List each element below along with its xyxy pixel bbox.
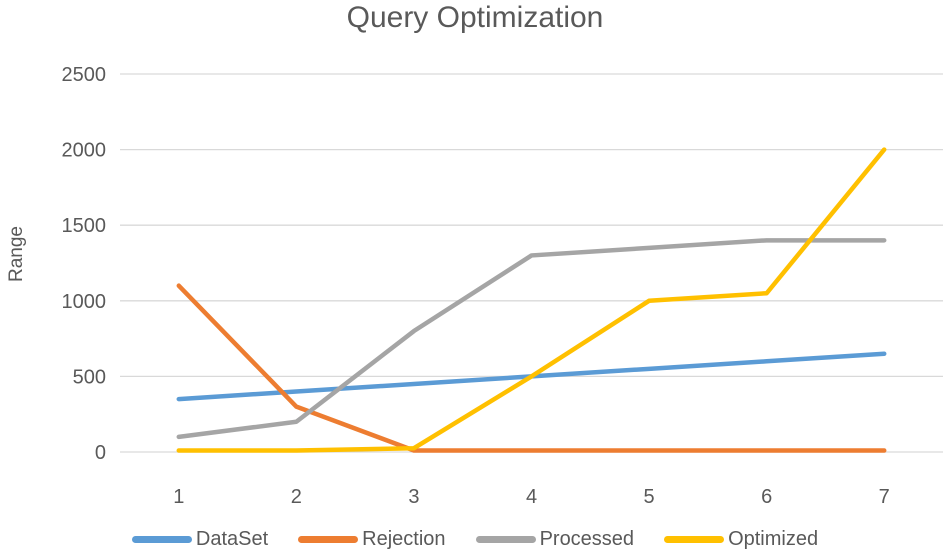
series-line-processed [176, 238, 887, 440]
x-tick-label-7: 7 [879, 486, 890, 508]
chart-title: Query Optimization [346, 1, 604, 34]
legend-item-optimized: Optimized [664, 529, 818, 549]
legend-label-dataset: DataSet [195, 528, 269, 550]
x-tick-label-4: 4 [526, 486, 537, 508]
x-tick-label-3: 3 [408, 486, 419, 508]
y-tick-label-0: 0 [95, 442, 106, 464]
y-tick-label-500: 500 [73, 366, 106, 388]
x-tick-label-2: 2 [291, 486, 302, 508]
x-tick-label-1: 1 [173, 486, 184, 508]
y-tick-label-2500: 2500 [62, 64, 107, 86]
y-tick-label-1000: 1000 [62, 291, 107, 313]
legend-marker-rejection [298, 535, 359, 543]
legend-marker-optimized [664, 535, 725, 543]
legend-label-optimized: Optimized [728, 528, 819, 550]
y-tick-label-1500: 1500 [62, 215, 107, 237]
legend: DataSet Rejection Processed Optimized [0, 523, 950, 555]
y-tick-label-2000: 2000 [62, 140, 107, 162]
legend-item-rejection: Rejection [298, 528, 446, 550]
legend-label-processed: Processed [539, 528, 635, 550]
series-line-rejection [176, 283, 887, 453]
x-tick-label-6: 6 [761, 486, 772, 508]
x-tick-label-5: 5 [644, 486, 655, 508]
series-line-optimized [176, 147, 887, 453]
legend-marker-dataset [131, 535, 192, 543]
legend-marker-processed [475, 535, 536, 543]
legend-label-rejection: Rejection [362, 528, 446, 550]
legend-item-processed: Processed [475, 528, 635, 550]
legend-item-dataset: DataSet [131, 528, 269, 550]
